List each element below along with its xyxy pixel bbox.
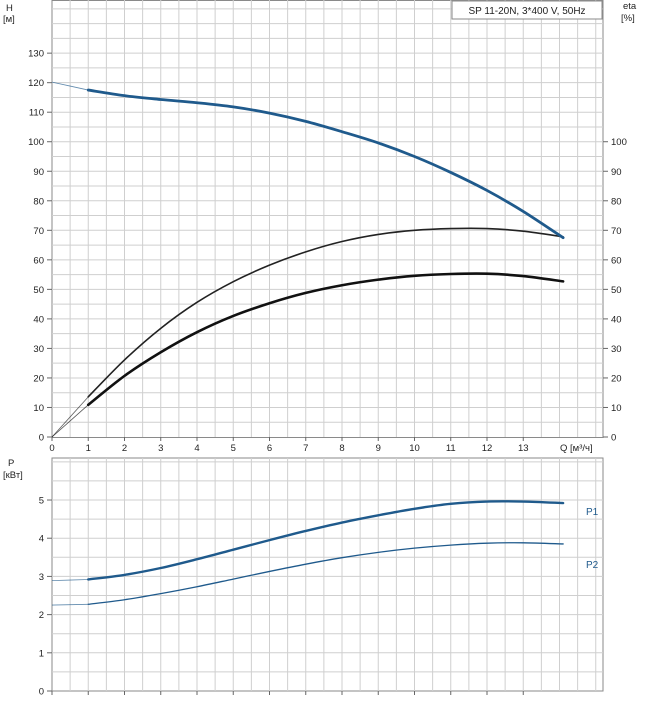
y2-tick-label: 30 <box>611 344 622 355</box>
y2-axis-label: eta <box>623 1 637 12</box>
x-tick-label: 3 <box>158 443 163 454</box>
y2-tick-label: 40 <box>611 314 622 325</box>
x-tick-label: 6 <box>267 443 272 454</box>
y-tick-label: 120 <box>28 78 44 89</box>
y-tick-label: 60 <box>33 255 44 266</box>
x-tick-label: 7 <box>303 443 308 454</box>
y-tick-label: 1 <box>39 648 44 659</box>
y-tick-label: 20 <box>33 373 44 384</box>
y-tick-label: 2 <box>39 610 44 621</box>
x-tick-label: 11 <box>446 443 456 454</box>
y-tick-label: 0 <box>39 433 44 444</box>
x-tick-label: 9 <box>376 443 381 454</box>
y2-tick-label: 0 <box>611 433 616 444</box>
x-tick-label: 10 <box>409 443 420 454</box>
y-tick-label: 50 <box>33 285 44 296</box>
y2-tick-label: 80 <box>611 196 622 207</box>
y2-tick-label: 20 <box>611 373 622 384</box>
top-plot-frame <box>52 1 603 438</box>
x-tick-label: 12 <box>482 443 493 454</box>
series-label-p2: P2 <box>586 560 599 571</box>
y-tick-label: 100 <box>28 137 44 148</box>
x-tick-label: 8 <box>339 443 344 454</box>
y2-tick-label: 60 <box>611 255 622 266</box>
y2-tick-label: 70 <box>611 226 622 237</box>
y-axis-unit: [кВт] <box>3 470 23 481</box>
y2-tick-label: 90 <box>611 167 622 178</box>
y-tick-label: 3 <box>39 572 44 583</box>
x-tick-label: 5 <box>231 443 236 454</box>
y-tick-label: 110 <box>29 108 44 119</box>
y-tick-label: 5 <box>39 496 44 507</box>
y-tick-label: 40 <box>33 314 44 325</box>
y2-axis-unit: [%] <box>621 13 635 24</box>
y-axis-unit: [м] <box>3 14 15 25</box>
y-tick-label: 70 <box>33 226 44 237</box>
y-axis-label: H <box>6 3 13 14</box>
series-label-p1: P1 <box>586 507 599 518</box>
x-tick-label: 4 <box>194 443 199 454</box>
y-tick-label: 130 <box>28 49 44 60</box>
x-tick-label: 0 <box>49 443 54 454</box>
y2-tick-label: 10 <box>611 403 622 414</box>
y2-tick-label: 100 <box>611 137 627 148</box>
y-tick-label: 4 <box>39 534 44 545</box>
y2-tick-label: 50 <box>611 285 622 296</box>
x-tick-label: 13 <box>518 443 529 454</box>
x-axis-label: Q [м³/ч] <box>560 443 593 454</box>
y-tick-label: 30 <box>33 344 44 355</box>
y-axis-label: P <box>8 458 14 469</box>
chart-title: SP 11-20N, 3*400 V, 50Hz <box>468 6 585 17</box>
x-tick-label: 1 <box>86 443 91 454</box>
y-tick-label: 0 <box>39 687 44 698</box>
y-tick-label: 80 <box>33 196 44 207</box>
y-tick-label: 90 <box>33 167 44 178</box>
y-tick-label: 10 <box>33 403 44 414</box>
x-tick-label: 2 <box>122 443 127 454</box>
bottom-plot-frame <box>52 458 603 691</box>
